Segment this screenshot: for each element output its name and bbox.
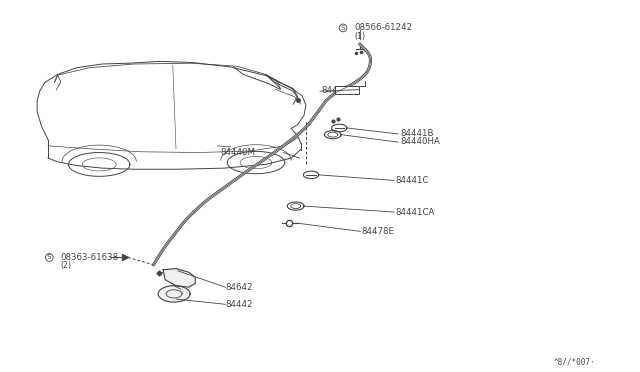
Text: 08566-61242: 08566-61242 bbox=[355, 23, 413, 32]
Text: 84642: 84642 bbox=[225, 283, 253, 292]
Text: (2): (2) bbox=[61, 261, 72, 270]
Polygon shape bbox=[163, 269, 195, 287]
Text: 84440H: 84440H bbox=[321, 86, 355, 95]
Text: 84440M: 84440M bbox=[221, 148, 256, 157]
Text: (1): (1) bbox=[355, 32, 365, 41]
Polygon shape bbox=[158, 286, 190, 302]
Text: 84442: 84442 bbox=[225, 300, 253, 309]
Text: S: S bbox=[340, 25, 346, 31]
Text: 84440HA: 84440HA bbox=[400, 137, 440, 146]
Text: 84441B: 84441B bbox=[400, 129, 433, 138]
Bar bbox=[335, 86, 359, 94]
Text: 84441C: 84441C bbox=[396, 176, 429, 185]
Text: 84441CA: 84441CA bbox=[396, 208, 435, 217]
Text: 08363-61638: 08363-61638 bbox=[61, 253, 119, 262]
Text: S: S bbox=[47, 254, 52, 260]
Text: ^8//*007·: ^8//*007· bbox=[554, 357, 595, 366]
Text: 84478E: 84478E bbox=[362, 227, 395, 236]
